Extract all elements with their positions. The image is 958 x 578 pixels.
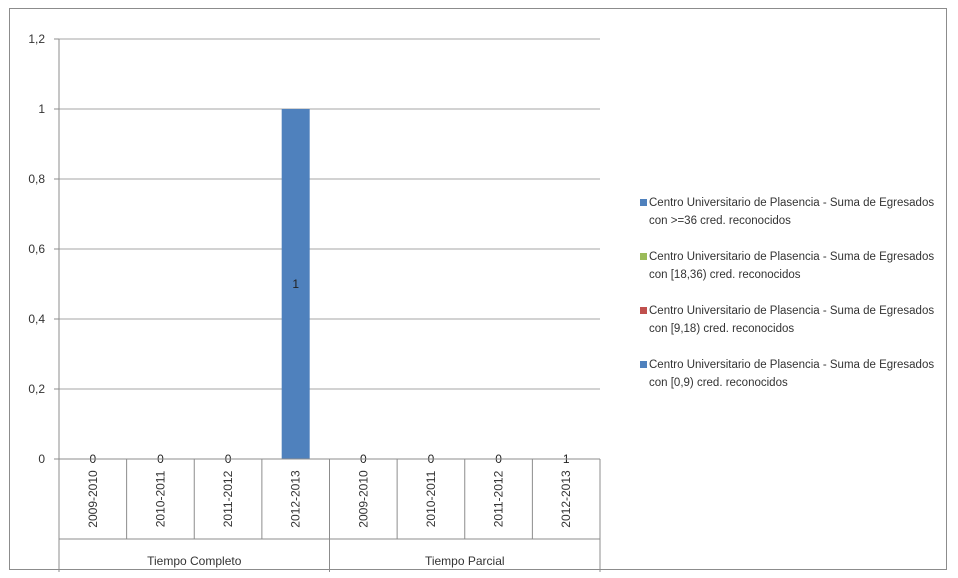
legend-label: Centro Universitario de Plasencia - Suma…: [649, 359, 935, 389]
y-tick-label: 0: [38, 452, 45, 466]
group-label: Tiempo Completo: [147, 554, 242, 568]
category-label: 2009-2010: [86, 470, 100, 528]
legend-swatch: [640, 361, 647, 368]
legend-item: Centro Universitario de Plasencia - Suma…: [640, 248, 945, 284]
category-label: 2010-2011: [424, 470, 438, 527]
category-label: 2011-2012: [492, 470, 506, 527]
legend-label: Centro Universitario de Plasencia - Suma…: [649, 197, 935, 227]
chart-frame: [9, 8, 947, 570]
legend-item: Centro Universitario de Plasencia - Suma…: [640, 302, 945, 338]
y-tick-label: 0,4: [28, 312, 45, 326]
legend-item: Centro Universitario de Plasencia - Suma…: [640, 356, 945, 392]
category-label: 2009-2010: [356, 470, 370, 528]
group-label: Tiempo Parcial: [425, 554, 505, 568]
category-label: 2012-2013: [559, 470, 573, 528]
bar: [281, 109, 310, 459]
data-label: 1: [292, 277, 299, 291]
legend-swatch: [640, 253, 647, 260]
category-label: 2011-2012: [221, 470, 235, 527]
category-label: 2010-2011: [153, 470, 167, 527]
legend-swatch: [640, 307, 647, 314]
category-label: 2012-2013: [289, 470, 303, 528]
legend-item: Centro Universitario de Plasencia - Suma…: [640, 194, 945, 230]
y-tick-label: 0,8: [28, 172, 45, 186]
y-tick-label: 0,2: [28, 382, 45, 396]
y-tick-label: 0,6: [28, 242, 45, 256]
y-tick-label: 1,2: [28, 32, 45, 46]
legend-swatch: [640, 199, 647, 206]
y-tick-label: 1: [38, 102, 45, 116]
chart-legend: Centro Universitario de Plasencia - Suma…: [640, 194, 945, 410]
legend-label: Centro Universitario de Plasencia - Suma…: [649, 251, 935, 281]
legend-label: Centro Universitario de Plasencia - Suma…: [649, 305, 935, 335]
